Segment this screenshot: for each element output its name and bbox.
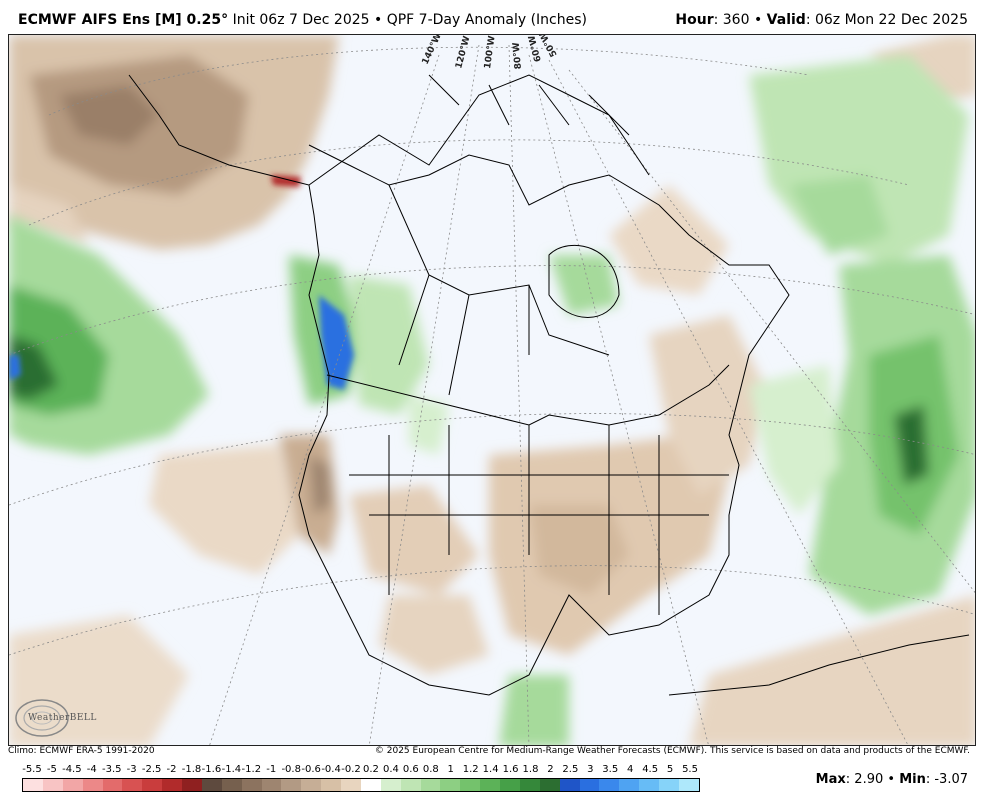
colorbar-tick-label: -4 [86, 764, 97, 775]
colorbar-tick-label: 5 [666, 764, 674, 775]
valid-time: Hour: 360 • Valid: 06z Mon 22 Dec 2025 [675, 12, 968, 28]
colorbar-swatch [480, 779, 500, 791]
colorbar-swatch [301, 779, 322, 791]
colorbar-tick-label: 1.8 [522, 764, 539, 775]
colorbar-swatch [639, 779, 659, 791]
colorbar-swatch [559, 779, 580, 791]
colorbar-swatch [221, 779, 242, 791]
colorbar-tick-label: -1.4 [221, 764, 242, 775]
colorbar-tick-label: 0.2 [363, 764, 379, 775]
colorbar-tick-label: -2.5 [141, 764, 162, 775]
colorbar-swatch [360, 779, 381, 791]
colorbar-swatch [261, 779, 282, 791]
colorbar-swatch [321, 779, 341, 791]
valid-date: : 06z Mon 22 Dec 2025 [805, 12, 968, 28]
colorbar-tick-label: 0.8 [422, 764, 439, 775]
colorbar-tick-label: -5 [46, 764, 57, 775]
colorbar-swatch [162, 779, 182, 791]
colorbar-tick-label: -1.8 [181, 764, 202, 775]
colorbar-tick-label: -4.5 [62, 764, 82, 775]
colorbar-tick-label: 0.6 [402, 764, 419, 775]
colorbar-tick-label: -2 [166, 764, 177, 775]
colorbar-tick-label: 4 [627, 764, 634, 775]
colorbar-swatch [42, 779, 63, 791]
colorbar-tick-label: 0.4 [382, 764, 399, 775]
min-value: : -3.07 [925, 772, 968, 787]
colorbar-tick-label: -5.5 [22, 764, 42, 775]
colorbar-swatch [619, 779, 640, 791]
colorbar-swatch [659, 779, 679, 791]
colorbar-labels: -5.5 -5 -4.5 -4 -3.5 -3 -2.5 -2 -1.8 -1.6 -1.4 -1.2… [22, 764, 702, 778]
colorbar-swatch [400, 779, 421, 791]
coastlines-borders [128, 74, 970, 696]
map-canvas[interactable]: 140°W 120°W 100°W 80°W 60°W 50°W [8, 34, 976, 746]
colorbar-tick-label: -1 [266, 764, 277, 775]
colorbar-swatch [460, 779, 481, 791]
colorbar-tick-label: -0.2 [341, 764, 361, 775]
colorbar-swatch [579, 779, 600, 791]
colorbar-swatch [519, 779, 540, 791]
colorbar-swatch [678, 779, 699, 791]
colorbar-tick-label: -3.5 [101, 764, 122, 775]
forecast-hour: : 360 • [713, 12, 763, 28]
colorbar-tick-label: 3 [587, 764, 594, 775]
model-name: ECMWF AIFS Ens [M] 0.25 [18, 12, 222, 28]
product-name: QPF 7-Day Anomaly (Inches) [386, 12, 587, 28]
map-title: ECMWF AIFS Ens [M] 0.25° Init 06z 7 Dec … [18, 12, 587, 28]
colorbar-tick-label: 1.6 [502, 764, 519, 775]
colorbar-swatch [420, 779, 441, 791]
max-min-stats: Max: 2.90 • Min: -3.07 [815, 772, 968, 787]
colorbar-swatch [281, 779, 302, 791]
colorbar-tick-label: -1.2 [241, 764, 262, 775]
colorbar-swatch [241, 779, 262, 791]
colorbar-tick-label: 2.5 [562, 764, 579, 775]
climo-note: Climo: ECMWF ERA-5 1991-2020 [8, 746, 155, 756]
colorbar-swatch [23, 779, 43, 791]
colorbar-swatch [182, 779, 202, 791]
colorbar-tick-label: -1.6 [201, 764, 222, 775]
colorbar-tick-label: 2 [547, 764, 554, 775]
colorbar-swatch [539, 779, 560, 791]
colorbar-tick-label: 1 [447, 764, 454, 775]
lon-label: 100°W [483, 35, 498, 69]
colorbar-swatch [122, 779, 143, 791]
colorbar-swatch [500, 779, 520, 791]
colorbar-swatch [440, 779, 461, 791]
colorbar-tick-label: 1.4 [482, 764, 499, 775]
copyright-note: © 2025 European Centre for Medium-Range … [374, 746, 970, 756]
map-header: ECMWF AIFS Ens [M] 0.25° Init 06z 7 Dec … [0, 0, 984, 34]
colorbar [22, 778, 700, 792]
colorbar-tick-label: 3.5 [602, 764, 619, 775]
logo-swirl-icon [15, 699, 69, 737]
colorbar-swatch [102, 779, 123, 791]
max-value: : 2.90 • [845, 772, 896, 787]
init-time: Init 06z 7 Dec 2025 [232, 12, 370, 28]
lon-label: 80°W [512, 42, 524, 70]
colorbar-swatch [82, 779, 103, 791]
colorbar-tick-label: -0.8 [281, 764, 301, 775]
colorbar-tick-label: -0.6 [301, 764, 321, 775]
colorbar-tick-label: 1.2 [462, 764, 479, 775]
colorbar-swatch [599, 779, 620, 791]
colorbar-tick-label: 5.5 [682, 764, 698, 775]
anomaly-map: 140°W 120°W 100°W 80°W 60°W 50°W [9, 35, 975, 745]
colorbar-swatch [341, 779, 361, 791]
weatherbell-logo: WeatherBELL [12, 696, 102, 740]
colorbar-swatch [201, 779, 222, 791]
colorbar-swatch [380, 779, 401, 791]
extreme-anomaly-features [9, 175, 354, 390]
logo-text: WeatherBELL [28, 713, 97, 723]
colorbar-swatch [142, 779, 163, 791]
colorbar-swatch [62, 779, 83, 791]
colorbar-tick-label: 4.5 [642, 764, 659, 775]
colorbar-tick-label: -0.4 [321, 764, 341, 775]
colorbar-tick-label: -3 [126, 764, 137, 775]
dry-anomaly-shading [9, 35, 975, 745]
